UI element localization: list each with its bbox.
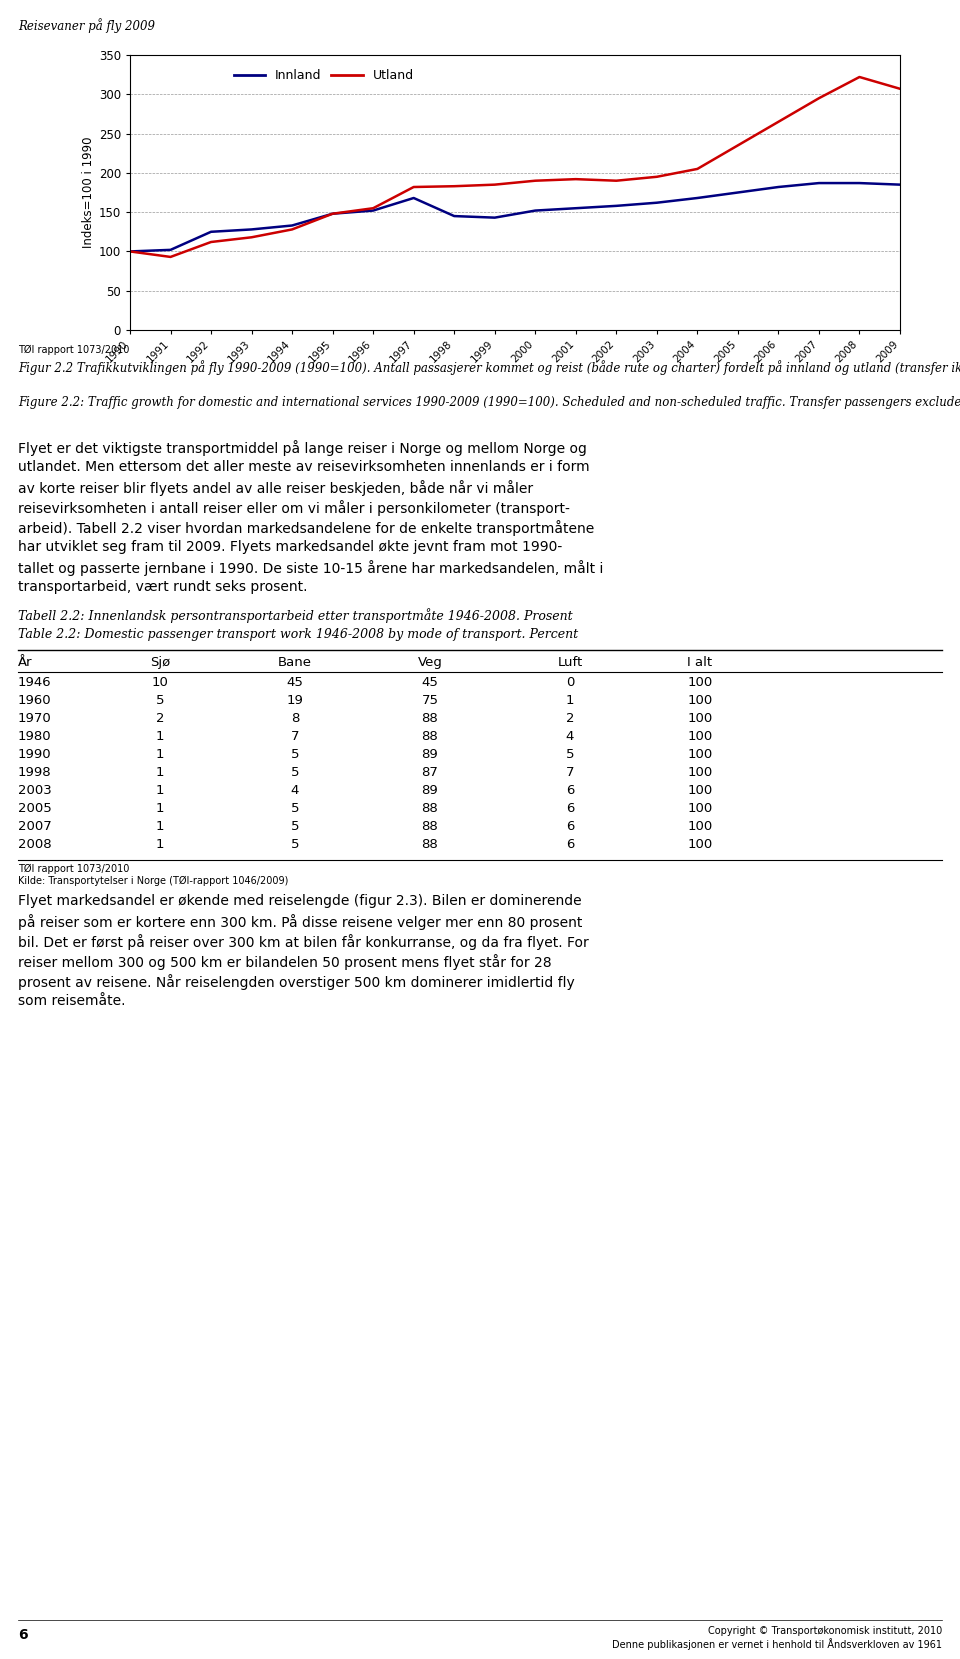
Text: 1: 1 <box>156 820 164 833</box>
Text: Denne publikasjonen er vernet i henhold til Åndsverkloven av 1961: Denne publikasjonen er vernet i henhold … <box>612 1637 942 1651</box>
Text: Figure 2.2: Traffic growth for domestic and international services 1990-2009 (19: Figure 2.2: Traffic growth for domestic … <box>18 397 960 410</box>
Text: 0: 0 <box>565 675 574 688</box>
Text: reiser mellom 300 og 500 km er bilandelen 50 prosent mens flyet står for 28: reiser mellom 300 og 500 km er bilandele… <box>18 954 552 971</box>
Text: 5: 5 <box>291 820 300 833</box>
Text: har utviklet seg fram til 2009. Flyets markedsandel økte jevnt fram mot 1990-: har utviklet seg fram til 2009. Flyets m… <box>18 539 563 554</box>
Text: 45: 45 <box>287 675 303 688</box>
Text: 2008: 2008 <box>18 838 52 851</box>
Text: 10: 10 <box>152 675 168 688</box>
Text: 1946: 1946 <box>18 675 52 688</box>
Text: Tabell 2.2: Innenlandsk persontransportarbeid etter transportmåte 1946-2008. Pro: Tabell 2.2: Innenlandsk persontransporta… <box>18 607 572 622</box>
Text: 100: 100 <box>687 730 712 743</box>
Text: 100: 100 <box>687 675 712 688</box>
Text: 2003: 2003 <box>18 785 52 796</box>
Text: 100: 100 <box>687 801 712 815</box>
Text: 6: 6 <box>565 838 574 851</box>
Y-axis label: Indeks=100 i 1990: Indeks=100 i 1990 <box>82 136 94 249</box>
Text: 2: 2 <box>156 712 164 725</box>
Text: 6: 6 <box>18 1627 28 1642</box>
Text: 5: 5 <box>565 748 574 761</box>
Text: 6: 6 <box>565 801 574 815</box>
Text: 19: 19 <box>287 693 303 707</box>
Text: av korte reiser blir flyets andel av alle reiser beskjeden, både når vi måler: av korte reiser blir flyets andel av all… <box>18 479 533 496</box>
Text: utlandet. Men ettersom det aller meste av reisevirksomheten innenlands er i form: utlandet. Men ettersom det aller meste a… <box>18 460 589 474</box>
Text: 2005: 2005 <box>18 801 52 815</box>
Text: Luft: Luft <box>558 655 583 669</box>
Text: Figur 2.2 Trafikkutviklingen på fly 1990-2009 (1990=100). Antall passasjerer kom: Figur 2.2 Trafikkutviklingen på fly 1990… <box>18 360 960 375</box>
Text: 5: 5 <box>291 748 300 761</box>
Text: 4: 4 <box>565 730 574 743</box>
Text: Sjø: Sjø <box>150 655 170 669</box>
Text: 6: 6 <box>565 820 574 833</box>
Text: 45: 45 <box>421 675 439 688</box>
Text: Bane: Bane <box>278 655 312 669</box>
Text: 89: 89 <box>421 748 439 761</box>
Text: 89: 89 <box>421 785 439 796</box>
Text: 1: 1 <box>156 785 164 796</box>
Text: 88: 88 <box>421 801 439 815</box>
Text: Flyet markedsandel er økende med reiselengde (figur 2.3). Bilen er dominerende: Flyet markedsandel er økende med reisele… <box>18 894 582 907</box>
Text: 4: 4 <box>291 785 300 796</box>
Text: 100: 100 <box>687 766 712 780</box>
Text: 7: 7 <box>565 766 574 780</box>
Text: 5: 5 <box>156 693 164 707</box>
Text: Kilde: Transportytelser i Norge (TØI-rapport 1046/2009): Kilde: Transportytelser i Norge (TØI-rap… <box>18 876 288 886</box>
Text: 1980: 1980 <box>18 730 52 743</box>
Legend: Innland, Utland: Innland, Utland <box>228 65 419 86</box>
Text: 7: 7 <box>291 730 300 743</box>
Text: 5: 5 <box>291 766 300 780</box>
Text: 1960: 1960 <box>18 693 52 707</box>
Text: Copyright © Transportøkonomisk institutt, 2010: Copyright © Transportøkonomisk institutt… <box>708 1626 942 1636</box>
Text: 1: 1 <box>156 838 164 851</box>
Text: 100: 100 <box>687 712 712 725</box>
Text: 1990: 1990 <box>18 748 52 761</box>
Text: Reisevaner på fly 2009: Reisevaner på fly 2009 <box>18 18 155 33</box>
Text: 100: 100 <box>687 838 712 851</box>
Text: bil. Det er først på reiser over 300 km at bilen får konkurranse, og da fra flye: bil. Det er først på reiser over 300 km … <box>18 934 588 951</box>
Text: prosent av reisene. Når reiselengden overstiger 500 km dominerer imidlertid fly: prosent av reisene. Når reiselengden ove… <box>18 974 575 990</box>
Text: 87: 87 <box>421 766 439 780</box>
Text: 1: 1 <box>156 801 164 815</box>
Text: 75: 75 <box>421 693 439 707</box>
Text: 100: 100 <box>687 820 712 833</box>
Text: Table 2.2: Domestic passenger transport work 1946-2008 by mode of transport. Per: Table 2.2: Domestic passenger transport … <box>18 629 578 640</box>
Text: I alt: I alt <box>687 655 712 669</box>
Text: 8: 8 <box>291 712 300 725</box>
Text: Flyet er det viktigste transportmiddel på lange reiser i Norge og mellom Norge o: Flyet er det viktigste transportmiddel p… <box>18 440 587 456</box>
Text: 100: 100 <box>687 693 712 707</box>
Text: 88: 88 <box>421 838 439 851</box>
Text: som reisemåte.: som reisemåte. <box>18 994 126 1009</box>
Text: 1: 1 <box>156 730 164 743</box>
Text: 6: 6 <box>565 785 574 796</box>
Text: Veg: Veg <box>418 655 443 669</box>
Text: transportarbeid, vært rundt seks prosent.: transportarbeid, vært rundt seks prosent… <box>18 581 307 594</box>
Text: 88: 88 <box>421 820 439 833</box>
Text: TØI rapport 1073/2010: TØI rapport 1073/2010 <box>18 864 130 874</box>
Text: 1: 1 <box>156 766 164 780</box>
Text: 5: 5 <box>291 838 300 851</box>
Text: 88: 88 <box>421 712 439 725</box>
Text: 100: 100 <box>687 748 712 761</box>
Text: År: År <box>18 655 33 669</box>
Text: TØI rapport 1073/2010: TØI rapport 1073/2010 <box>18 345 130 355</box>
Text: 88: 88 <box>421 730 439 743</box>
Text: reisevirksomheten i antall reiser eller om vi måler i personkilometer (transport: reisevirksomheten i antall reiser eller … <box>18 499 570 516</box>
Text: 1998: 1998 <box>18 766 52 780</box>
Text: 1: 1 <box>156 748 164 761</box>
Text: arbeid). Tabell 2.2 viser hvordan markedsandelene for de enkelte transportmåtene: arbeid). Tabell 2.2 viser hvordan marked… <box>18 519 594 536</box>
Text: 5: 5 <box>291 801 300 815</box>
Text: tallet og passerte jernbane i 1990. De siste 10-15 årene har markedsandelen, mål: tallet og passerte jernbane i 1990. De s… <box>18 561 604 576</box>
Text: 1: 1 <box>565 693 574 707</box>
Text: 2007: 2007 <box>18 820 52 833</box>
Text: 1970: 1970 <box>18 712 52 725</box>
Text: 2: 2 <box>565 712 574 725</box>
Text: 100: 100 <box>687 785 712 796</box>
Text: på reiser som er kortere enn 300 km. På disse reisene velger mer enn 80 prosent: på reiser som er kortere enn 300 km. På … <box>18 914 583 931</box>
